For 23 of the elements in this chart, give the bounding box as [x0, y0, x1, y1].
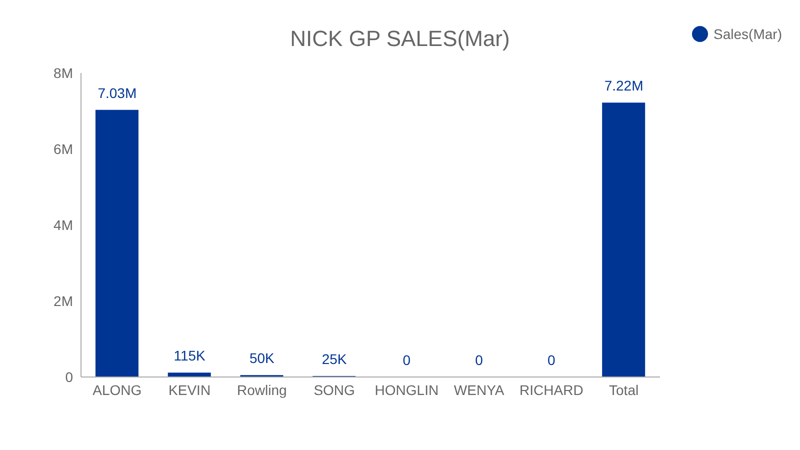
x-tick-label: HONGLIN: [374, 382, 439, 398]
data-label: 7.22M: [604, 78, 644, 94]
y-tick-label: 2M: [54, 292, 73, 309]
x-tick-label: Total: [609, 382, 639, 398]
chart-title: NICK GP SALES(Mar): [290, 26, 510, 51]
x-tick-label: SONG: [314, 382, 355, 398]
data-label: 115K: [174, 348, 206, 364]
data-label: 7.03M: [98, 84, 137, 101]
x-tick-label: RICHARD: [520, 382, 584, 398]
data-label: 0: [475, 352, 484, 368]
x-tick-label: WENYA: [454, 382, 505, 398]
data-label: 25K: [322, 351, 348, 368]
legend-label: Sales(Mar): [714, 26, 782, 42]
data-label: 0: [402, 352, 411, 368]
data-label: 0: [548, 352, 556, 368]
x-tick-label: Rowling: [237, 382, 287, 398]
y-tick-label: 4M: [54, 216, 73, 233]
data-label: 50K: [249, 350, 276, 366]
x-tick-label: ALONG: [92, 382, 142, 398]
y-tick-label: 8M: [54, 64, 73, 81]
x-tick-label: KEVIN: [168, 382, 211, 398]
y-tick-label: 6M: [54, 140, 73, 157]
y-tick-label: 0: [65, 368, 74, 385]
